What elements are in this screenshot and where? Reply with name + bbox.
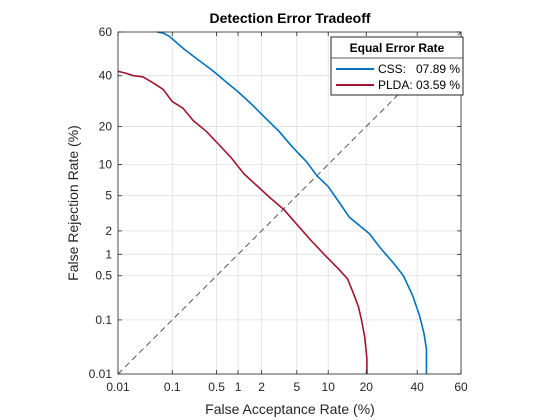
axes-frame <box>117 31 462 375</box>
y-tick-label-7: 20 <box>99 119 113 133</box>
y-tick-label-0: 0.01 <box>89 367 113 381</box>
legend-entry-css: CSS: 07.89 % <box>378 62 460 76</box>
chart-title: Detection Error Tradeoff <box>209 10 370 26</box>
legend-title: Equal Error Rate <box>350 41 445 55</box>
x-tick-label-9: 60 <box>454 380 468 394</box>
x-tick-label-2: 0.5 <box>208 380 225 394</box>
y-tick-label-1: 0.1 <box>95 313 112 327</box>
x-tick-label-1: 0.1 <box>164 380 181 394</box>
x-axis-label: False Acceptance Rate (%) <box>205 401 375 417</box>
y-tick-label-6: 10 <box>99 157 113 171</box>
y-tick-label-8: 40 <box>99 69 113 83</box>
series-line-plda <box>117 70 368 374</box>
y-tick-label-4: 2 <box>105 224 112 238</box>
y-tick-label-2: 0.5 <box>95 269 112 283</box>
series-line-css <box>157 31 428 374</box>
legend: Equal Error Rate CSS: 07.89 % PLDA: 03.5… <box>330 36 464 96</box>
y-tick-label-5: 5 <box>105 189 112 203</box>
y-tick-label-9: 60 <box>99 25 113 39</box>
x-tick-label-4: 2 <box>258 380 265 394</box>
x-tick-label-5: 5 <box>293 380 300 394</box>
x-tick-label-6: 10 <box>322 380 336 394</box>
x-tick-label-8: 40 <box>410 380 424 394</box>
legend-entry-plda: PLDA: 03.59 % <box>378 78 460 92</box>
x-tick-label-3: 1 <box>235 380 242 394</box>
x-tick-label-7: 20 <box>360 380 374 394</box>
y-axis-label: False Rejection Rate (%) <box>65 125 81 281</box>
x-tick-label-0: 0.01 <box>106 380 130 394</box>
y-tick-label-3: 1 <box>105 247 112 261</box>
